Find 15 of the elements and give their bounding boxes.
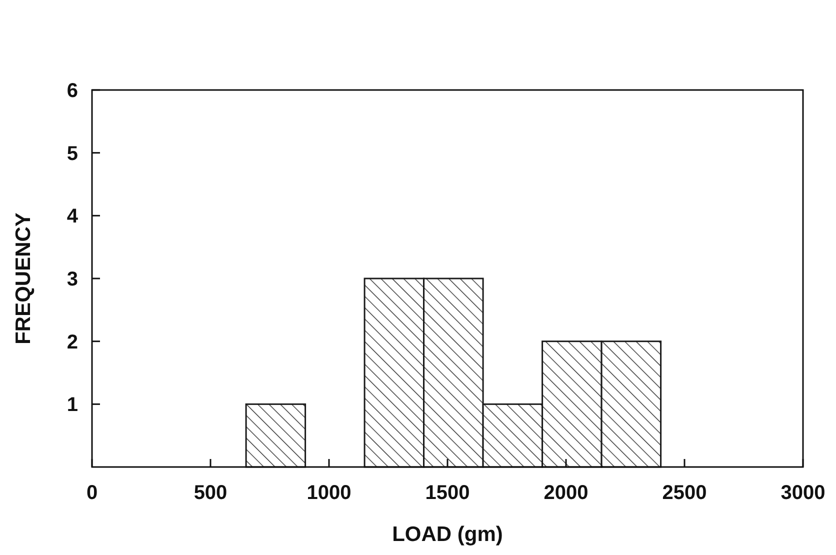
y-tick-label: 4	[66, 206, 79, 228]
y-tick-label: 1	[66, 394, 78, 416]
x-tick-label: 2000	[544, 482, 588, 504]
y-tick-label: 2	[66, 331, 78, 354]
x-tick-label: 1000	[306, 482, 352, 504]
x-tick-label: 0	[86, 482, 98, 504]
x-tick-label: 3000	[780, 482, 826, 504]
y-axis-title: FREQUENCY	[12, 212, 35, 344]
y-tick-label: 5	[66, 142, 78, 165]
y-tick-label: 6	[66, 80, 78, 102]
x-tick-label: 500	[194, 482, 228, 504]
x-axis-title: LOAD (gm)	[392, 523, 503, 546]
x-tick-label: 1500	[425, 482, 470, 504]
x-tick-label: 2500	[662, 482, 707, 504]
y-tick-label: 3	[66, 268, 78, 290]
